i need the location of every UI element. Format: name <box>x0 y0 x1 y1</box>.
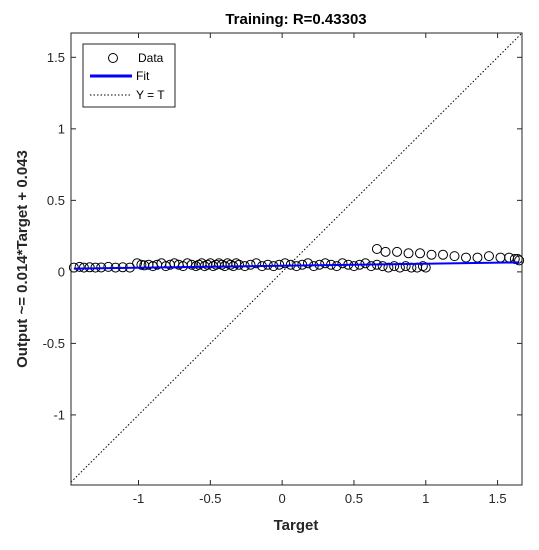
data-point <box>514 255 525 266</box>
data-point <box>147 261 158 272</box>
y-tick-label: 1 <box>58 121 65 136</box>
data-point <box>483 251 494 262</box>
data-point <box>366 261 377 272</box>
data-point <box>380 246 391 257</box>
data-point <box>389 261 400 272</box>
data-point <box>377 261 388 272</box>
data-point <box>360 258 371 269</box>
data-point <box>251 258 262 269</box>
data-point <box>348 261 359 272</box>
x-tick-label: 0.5 <box>345 491 363 506</box>
y-tick-label: 1.5 <box>47 50 65 65</box>
y-tick-label: 0.5 <box>47 193 65 208</box>
data-point <box>103 261 114 272</box>
data-point <box>74 261 85 272</box>
data-point <box>415 248 426 259</box>
data-point <box>400 261 411 272</box>
y-axis-title: Output ~= 0.014*Target + 0.043 <box>14 150 31 368</box>
legend: Data Fit Y = T <box>82 43 176 108</box>
data-point <box>280 258 291 269</box>
data-point <box>383 262 394 273</box>
legend-label-data: Data <box>138 51 164 65</box>
data-point <box>403 248 414 259</box>
data-point <box>84 262 95 273</box>
y-tick-label: -1 <box>53 407 65 422</box>
plot-frame <box>70 32 523 486</box>
x-tick-label: 0 <box>279 491 286 506</box>
x-tick-label: 1 <box>422 491 429 506</box>
identity-line <box>70 32 523 483</box>
data-point <box>460 252 471 263</box>
chart-title: Training: R=0.43303 <box>225 11 366 28</box>
data-point <box>392 246 403 257</box>
legend-data-marker <box>108 53 118 63</box>
data-point <box>509 254 520 264</box>
data-point <box>262 259 273 270</box>
data-point <box>417 261 428 272</box>
data-point <box>245 259 256 270</box>
data-point <box>231 258 242 269</box>
y-tick-label: 0 <box>58 264 65 279</box>
data-point <box>302 258 313 269</box>
y-tick-label: -0.5 <box>43 336 65 351</box>
data-point <box>320 258 331 269</box>
data-point <box>449 251 460 262</box>
data-point <box>337 258 348 269</box>
x-tick-label: -1 <box>133 491 145 506</box>
x-tick-label: -0.5 <box>199 491 221 506</box>
data-point <box>371 243 382 254</box>
data-point <box>160 261 171 272</box>
fit-line <box>73 261 520 270</box>
data-point <box>234 259 245 270</box>
data-layer <box>68 32 525 483</box>
data-point <box>331 261 342 272</box>
data-point <box>438 249 449 260</box>
legend-label-identity: Y = T <box>136 88 165 102</box>
data-point <box>426 249 437 260</box>
x-tick-label: 1.5 <box>489 491 507 506</box>
plot-area <box>71 33 522 485</box>
axis-layer: -1 -0.5 0 0.5 1 1.5 -1 -0.5 0 0.5 1 1.5 <box>43 33 522 506</box>
data-point <box>186 259 197 270</box>
x-axis-title: Target <box>274 517 319 534</box>
legend-label-fit: Fit <box>136 69 150 83</box>
